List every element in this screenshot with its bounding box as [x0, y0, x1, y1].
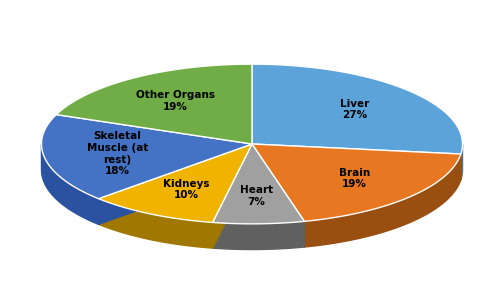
Text: Liver
27%: Liver 27%: [340, 99, 369, 120]
Polygon shape: [252, 144, 461, 180]
Polygon shape: [99, 144, 252, 222]
Polygon shape: [99, 144, 252, 224]
Polygon shape: [213, 144, 252, 248]
Polygon shape: [252, 64, 463, 154]
Text: Heart
7%: Heart 7%: [240, 185, 273, 207]
Polygon shape: [252, 144, 461, 221]
Polygon shape: [213, 221, 304, 249]
Text: Brain
19%: Brain 19%: [339, 168, 370, 189]
Polygon shape: [41, 145, 99, 224]
Polygon shape: [56, 64, 252, 144]
Polygon shape: [99, 199, 213, 248]
Polygon shape: [41, 115, 252, 199]
Polygon shape: [252, 144, 304, 247]
Polygon shape: [461, 145, 463, 180]
Polygon shape: [213, 144, 252, 248]
Text: Skeletal
Muscle (at
rest)
18%: Skeletal Muscle (at rest) 18%: [87, 131, 148, 176]
Polygon shape: [99, 144, 252, 224]
Polygon shape: [213, 144, 304, 224]
Text: Other Organs
19%: Other Organs 19%: [136, 90, 215, 112]
Polygon shape: [304, 154, 461, 247]
Text: Kidneys
10%: Kidneys 10%: [163, 179, 209, 200]
Polygon shape: [252, 144, 461, 180]
Polygon shape: [252, 144, 304, 247]
